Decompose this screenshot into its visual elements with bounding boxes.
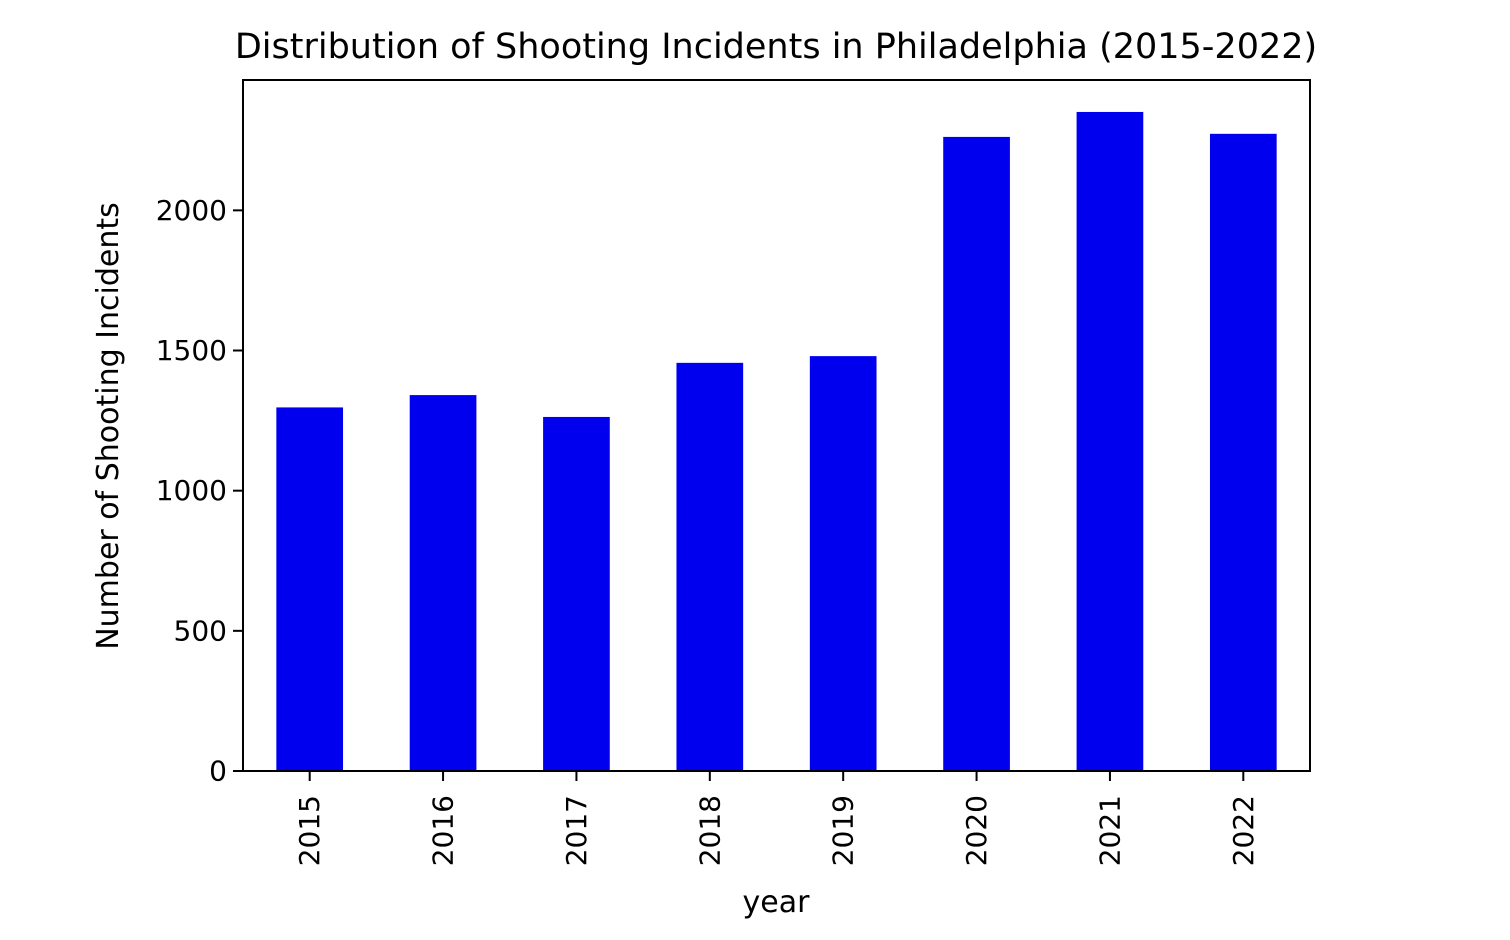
- bar-2017: [543, 416, 610, 771]
- bar-2018: [676, 362, 744, 771]
- x-axis: 2015 2016 2017 2018 2019 2020 2021 2022: [293, 771, 1260, 866]
- bar-2016: [409, 395, 477, 771]
- bar-2015: [276, 407, 344, 771]
- y-tick-label-0: 0: [209, 755, 227, 788]
- y-tick-label-1500: 1500: [156, 334, 227, 367]
- x-tick-label-2019: 2019: [827, 795, 860, 866]
- x-tick-label-2016: 2016: [427, 795, 460, 866]
- y-axis-label: Number of Shooting Incidents: [91, 202, 126, 650]
- bars-layer: [276, 111, 1277, 771]
- y-tick-label-2000: 2000: [156, 194, 227, 227]
- bar-2021: [1076, 111, 1144, 771]
- chart-title: Distribution of Shooting Incidents in Ph…: [235, 27, 1317, 67]
- x-axis-label: year: [743, 885, 811, 920]
- y-tick-label-1000: 1000: [156, 474, 227, 507]
- y-tick-label-500: 500: [174, 614, 227, 647]
- x-tick-label-2022: 2022: [1227, 795, 1260, 866]
- x-tick-label-2021: 2021: [1093, 795, 1126, 866]
- x-tick-label-2020: 2020: [960, 795, 993, 866]
- y-axis: 0 500 1000 1500 2000: [156, 194, 243, 788]
- bar-2020: [943, 136, 1010, 771]
- x-tick-label-2018: 2018: [693, 795, 726, 866]
- bar-2022: [1209, 133, 1277, 771]
- x-tick-label-2015: 2015: [293, 795, 326, 866]
- bar-2019: [809, 356, 877, 771]
- x-tick-label-2017: 2017: [560, 795, 593, 866]
- plot-frame: [242, 79, 1311, 772]
